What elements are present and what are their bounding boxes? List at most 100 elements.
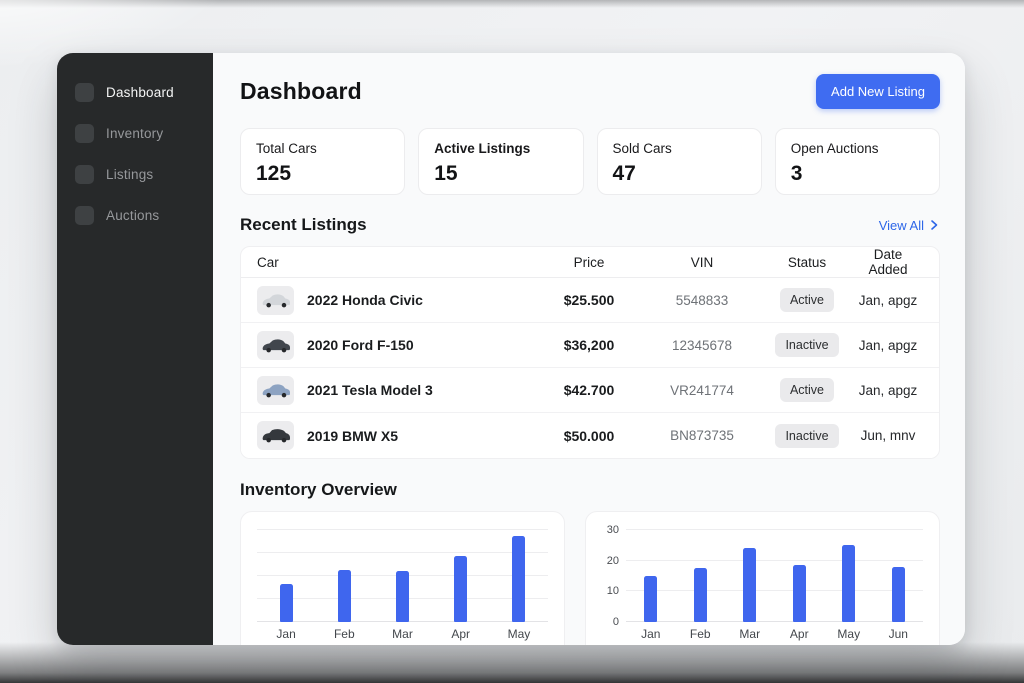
x-tick-label: Jan [276, 627, 296, 641]
stat-label: Total Cars [256, 141, 317, 156]
stat-label: Open Auctions [790, 141, 879, 156]
column-header-date-added: Date Added [868, 247, 908, 277]
car-price: $50.000 [563, 427, 615, 444]
y-tick-label: 10 [606, 585, 619, 598]
stat-value: 125 [256, 162, 292, 185]
table-row[interactable]: 2022 Honda Civic $25.500 5548833 Active … [241, 278, 939, 323]
chart-x-labels: Jan Feb Mar Apr May Jun [626, 627, 923, 641]
stat-card-open-auctions: Open Auctions 3 [774, 128, 940, 195]
sidebar-item-listings[interactable]: Listings [75, 162, 195, 186]
y-tick-label: 0 [612, 616, 619, 628]
y-tick-label: 30 [606, 524, 619, 536]
date-added: Jan, apgz [858, 337, 918, 353]
car-name: 2020 Ford F-150 [307, 337, 414, 353]
car-vin: BN873735 [670, 428, 734, 443]
date-added: Jan, apgz [858, 292, 918, 308]
main-content: Dashboard Add New Listing Total Cars 125… [213, 53, 965, 645]
bar [743, 548, 757, 622]
sidebar-item-inventory[interactable]: Inventory [75, 121, 195, 145]
sidebar-item-auctions[interactable]: Auctions [75, 203, 195, 227]
car-price: $36,200 [563, 337, 615, 353]
column-header-price: Price [573, 254, 605, 270]
inventory-bar-chart-left: Jan Feb Mar Apr May [240, 511, 565, 645]
status-badge: Active [779, 378, 835, 402]
sidebar-item-label: Dashboard [106, 84, 174, 100]
gridline [626, 529, 923, 530]
gridline [257, 529, 548, 530]
inventory-icon [75, 123, 94, 143]
status-badge: Inactive [775, 333, 839, 357]
stat-card-active-listings: Active Listings 15 [418, 128, 584, 195]
date-added: Jun, mnv [860, 428, 916, 443]
car-vin: 5548833 [675, 292, 729, 308]
x-tick-label: May [837, 627, 861, 641]
recent-listings-header: Recent Listings View All [240, 215, 940, 235]
x-tick-label: Jan [641, 627, 661, 641]
bar [279, 583, 293, 622]
car-thumbnail [257, 285, 294, 315]
bar-chart: Jan Feb Mar Apr May [257, 529, 548, 645]
add-new-listing-button[interactable]: Add New Listing [816, 74, 940, 109]
car-name: 2021 Tesla Model 3 [307, 382, 433, 398]
sidebar-item-label: Inventory [106, 125, 164, 141]
status-badge: Active [779, 288, 835, 312]
car-thumbnail [257, 330, 294, 360]
car-thumbnail [257, 421, 294, 450]
status-badge: Inactive [775, 423, 839, 448]
app-window: Dashboard Inventory Listings Auctions Da… [57, 53, 965, 645]
inventory-bar-chart-right: 0 10 20 30 Jan Feb Mar Apr May Jun [585, 511, 940, 645]
stat-card-total-cars: Total Cars 125 [240, 128, 406, 195]
stat-label: Sold Cars [612, 141, 672, 156]
bar [842, 545, 856, 622]
inventory-overview-header: Inventory Overview [240, 480, 940, 500]
column-header-vin: VIN [690, 254, 714, 270]
gridline [626, 621, 923, 622]
charts-row: Jan Feb Mar Apr May 0 10 20 30 Jan Feb Mar Apr May J… [240, 511, 940, 645]
view-all-link[interactable]: View All [879, 218, 940, 233]
recent-listings-table: Car Price VIN Status Date Added 2022 Hon… [240, 246, 940, 459]
dashboard-icon [75, 82, 94, 102]
car-thumbnail [257, 375, 294, 405]
view-all-label: View All [878, 217, 924, 233]
bar [792, 565, 806, 622]
car-vin: 12345678 [671, 337, 733, 353]
car-vin: VR241774 [670, 382, 734, 398]
listings-icon [75, 164, 94, 184]
stat-label: Active Listings [434, 141, 531, 156]
sidebar-item-dashboard[interactable]: Dashboard [75, 80, 195, 104]
gridline [626, 590, 923, 592]
x-tick-label: Mar [392, 627, 413, 641]
chart-plot-area [257, 529, 548, 622]
chart-plot-area [626, 529, 923, 622]
x-tick-label: Apr [789, 627, 809, 641]
sidebar-item-label: Auctions [106, 207, 160, 223]
column-header-car: Car [257, 254, 279, 270]
x-tick-label: May [507, 627, 531, 641]
bar-chart: 0 10 20 30 Jan Feb Mar Apr May Jun [602, 524, 923, 645]
bar [693, 568, 707, 622]
chart-y-axis: 0 10 20 30 [602, 524, 626, 628]
bar [512, 536, 526, 622]
x-tick-label: Feb [689, 627, 711, 641]
chart-x-labels: Jan Feb Mar Apr May [257, 627, 548, 641]
stat-value: 47 [612, 162, 636, 185]
table-row[interactable]: 2019 BMW X5 $50.000 BN873735 Inactive Ju… [241, 413, 939, 458]
x-tick-label: Apr [451, 627, 471, 641]
table-row[interactable]: 2021 Tesla Model 3 $42.700 VR241774 Acti… [241, 368, 939, 413]
recent-listings-title: Recent Listings [240, 215, 367, 234]
stat-card-sold-cars: Sold Cars 47 [596, 128, 762, 195]
sidebar: Dashboard Inventory Listings Auctions [57, 53, 213, 645]
table-row[interactable]: 2020 Ford F-150 $36,200 12345678 Inactiv… [241, 323, 939, 368]
stat-value: 15 [434, 162, 458, 185]
stats-row: Total Cars 125 Active Listings 15 Sold C… [240, 128, 940, 195]
car-price: $42.700 [563, 382, 615, 398]
sidebar-item-label: Listings [106, 166, 154, 182]
car-price: $25.500 [563, 292, 615, 308]
x-tick-label: Feb [333, 627, 355, 641]
bar [454, 556, 468, 622]
auctions-icon [75, 205, 94, 225]
bar [644, 576, 658, 622]
bar [337, 569, 351, 622]
bar [891, 566, 905, 622]
stat-value: 3 [790, 162, 803, 185]
